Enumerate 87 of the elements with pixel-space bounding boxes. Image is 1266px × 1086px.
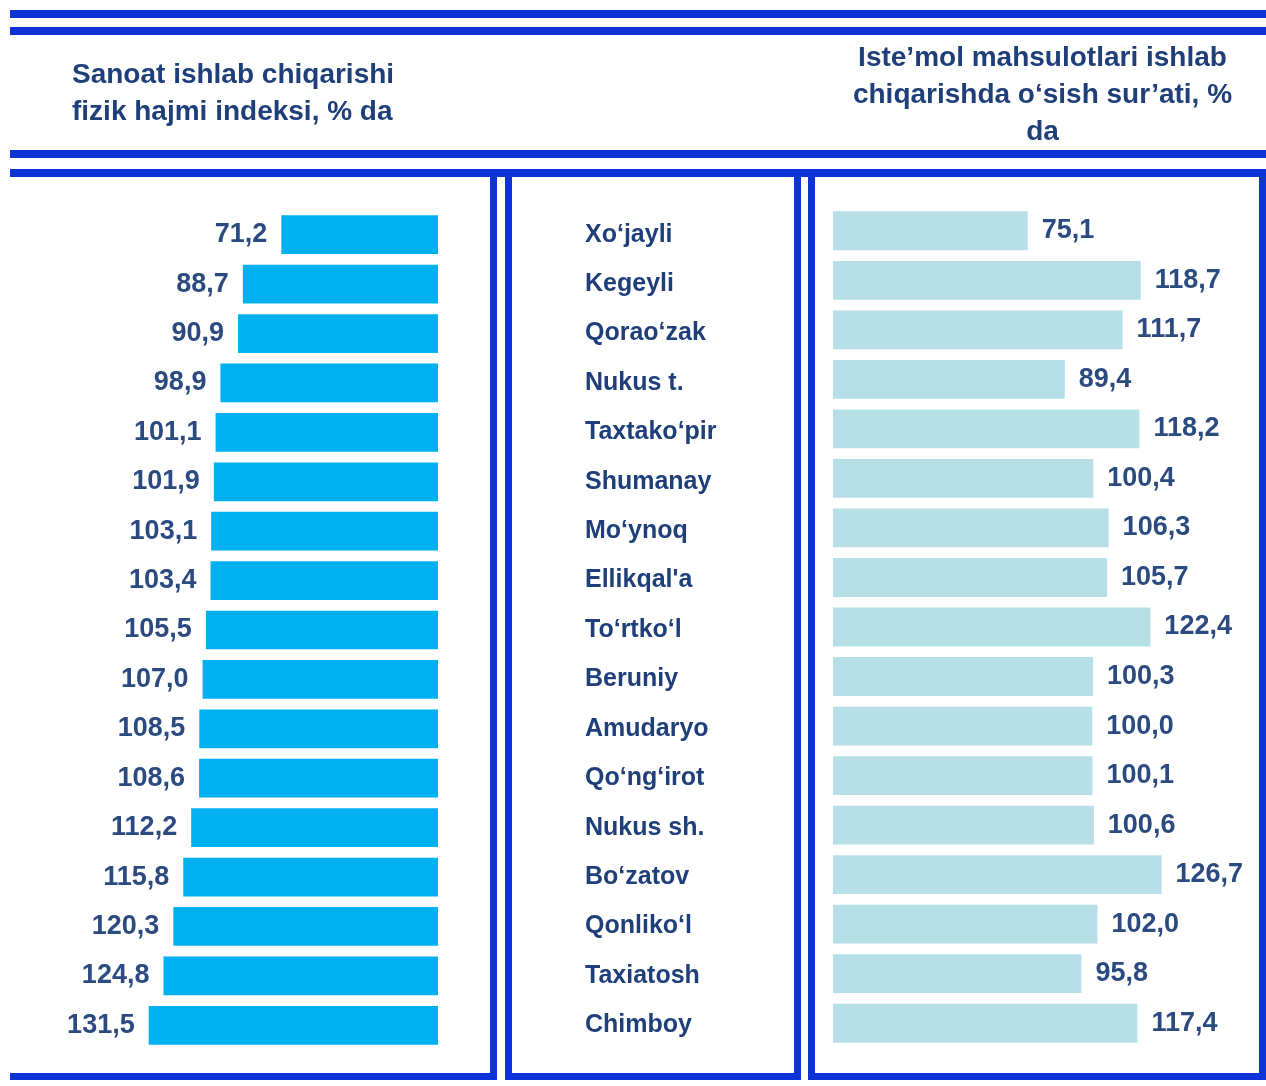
bar	[163, 956, 438, 996]
data-label: 88,7	[176, 267, 229, 298]
bar	[215, 412, 438, 452]
data-label: 90,9	[171, 316, 225, 347]
bar	[833, 310, 1123, 350]
data-label: 126,7	[1175, 858, 1244, 889]
bar	[833, 855, 1162, 895]
data-label: 111,7	[1136, 313, 1202, 344]
y-tick-label: Beruniy	[585, 663, 679, 692]
data-label: 100,3	[1107, 659, 1175, 690]
chart-title: Iste’mol mahsulotlari ishlab chiqarishda o‘sish sur’ati, % da	[851, 40, 1234, 148]
data-label: 101,1	[134, 415, 202, 446]
bar	[238, 314, 438, 353]
y-tick-label: Taxtako‘pir	[585, 416, 717, 445]
data-label: 100,1	[1106, 759, 1175, 790]
y-tick-label: Bo‘zatov	[585, 860, 690, 889]
data-label: 120,3	[91, 909, 160, 940]
data-label: 100,4	[1107, 461, 1175, 492]
data-label: 108,5	[117, 712, 186, 743]
data-label: 131,5	[67, 1008, 135, 1039]
bar	[833, 459, 1094, 498]
bar	[202, 660, 438, 699]
bar	[173, 907, 438, 946]
y-tick-label: Qonliko‘l	[585, 910, 692, 939]
bar	[148, 1005, 438, 1045]
data-label: 95,8	[1095, 957, 1148, 988]
data-label: 112,2	[111, 811, 178, 842]
bar	[205, 610, 438, 650]
bar	[281, 215, 438, 255]
bar	[833, 558, 1108, 597]
bar	[199, 709, 438, 749]
y-tick-label: Mo‘ynoq	[585, 515, 688, 544]
data-label: 122,4	[1164, 610, 1232, 641]
data-label: 117,4	[1151, 1006, 1218, 1037]
data-label: 75,1	[1041, 214, 1095, 245]
data-label: 118,7	[1154, 263, 1221, 294]
bar	[833, 409, 1140, 449]
data-label: 108,6	[117, 761, 186, 792]
y-tick-label: Shumanay	[585, 465, 712, 494]
y-tick-label: Nukus sh.	[585, 811, 705, 840]
y-tick-label: Kegeyli	[585, 268, 674, 297]
data-label: 100,0	[1106, 709, 1174, 740]
bar	[833, 706, 1093, 746]
y-tick-label: Amudaryo	[585, 712, 709, 741]
data-label: 106,3	[1122, 511, 1191, 542]
data-label: 105,5	[124, 613, 192, 644]
y-tick-label: Xo‘jayli	[585, 218, 673, 247]
bar	[833, 657, 1094, 696]
data-label: 100,6	[1107, 808, 1176, 839]
bar	[833, 904, 1098, 944]
y-tick-label: Nukus t.	[585, 366, 684, 395]
data-label: 101,9	[132, 465, 200, 496]
bar	[210, 561, 438, 600]
data-label: 103,1	[129, 514, 198, 545]
bar	[833, 359, 1065, 399]
bar	[213, 462, 438, 502]
data-label: 118,2	[1153, 412, 1220, 443]
bar	[211, 511, 438, 551]
y-tick-label: Qo‘ng‘irot	[585, 762, 706, 791]
y-tick-label: Qorao‘zak	[585, 317, 706, 346]
bar	[833, 508, 1109, 548]
bar	[220, 363, 438, 403]
bar	[833, 607, 1151, 647]
y-tick-label: Ellikqal'a	[585, 564, 694, 593]
bar	[833, 954, 1082, 994]
data-label: 105,7	[1121, 560, 1189, 591]
bar	[191, 808, 438, 848]
data-label: 71,2	[214, 218, 268, 249]
y-tick-label: Chimboy	[585, 1009, 693, 1038]
bar	[833, 211, 1028, 251]
data-label: 89,4	[1078, 362, 1132, 393]
bar	[833, 756, 1093, 795]
bar	[199, 758, 438, 798]
chart-title: Sanoat ishlab chiqarishi fizik hajmi indeksi, % da	[72, 57, 396, 128]
y-tick-label: Taxiatosh	[585, 959, 700, 988]
data-label: 107,0	[121, 662, 189, 693]
data-label: 102,0	[1111, 907, 1180, 938]
data-label: 98,9	[153, 366, 207, 397]
bar	[833, 260, 1141, 300]
y-tick-label: To‘rtko‘l	[585, 613, 682, 642]
bar	[183, 857, 438, 897]
data-label: 103,4	[128, 564, 197, 595]
bar	[833, 805, 1094, 845]
bar	[242, 264, 438, 304]
data-label: 115,8	[103, 860, 170, 891]
bar	[833, 1003, 1138, 1043]
data-label: 124,8	[81, 959, 150, 990]
